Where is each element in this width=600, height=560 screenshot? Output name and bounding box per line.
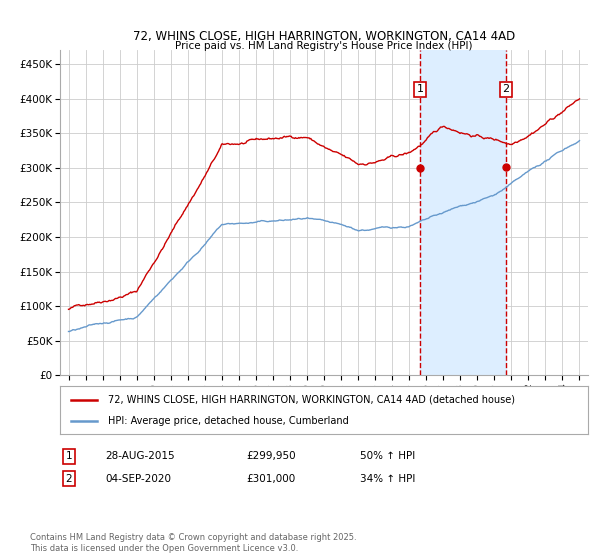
Text: 1: 1 [417,85,424,95]
Text: 72, WHINS CLOSE, HIGH HARRINGTON, WORKINGTON, CA14 4AD (detached house): 72, WHINS CLOSE, HIGH HARRINGTON, WORKIN… [107,395,515,405]
Text: 50% ↑ HPI: 50% ↑ HPI [360,451,415,461]
Text: 2: 2 [65,474,73,484]
Text: 34% ↑ HPI: 34% ↑ HPI [360,474,415,484]
Text: 1: 1 [65,451,73,461]
Text: Price paid vs. HM Land Registry's House Price Index (HPI): Price paid vs. HM Land Registry's House … [175,41,473,51]
Text: 2: 2 [502,85,509,95]
Text: 04-SEP-2020: 04-SEP-2020 [105,474,171,484]
Text: Contains HM Land Registry data © Crown copyright and database right 2025.
This d: Contains HM Land Registry data © Crown c… [30,533,356,553]
Bar [421,50,506,375]
Text: 28-AUG-2015: 28-AUG-2015 [105,451,175,461]
Text: £301,000: £301,000 [246,474,295,484]
Text: £299,950: £299,950 [246,451,296,461]
Text: 72, WHINS CLOSE, HIGH HARRINGTON, WORKINGTON, CA14 4AD: 72, WHINS CLOSE, HIGH HARRINGTON, WORKIN… [133,30,515,43]
Text: HPI: Average price, detached house, Cumberland: HPI: Average price, detached house, Cumb… [107,416,348,426]
